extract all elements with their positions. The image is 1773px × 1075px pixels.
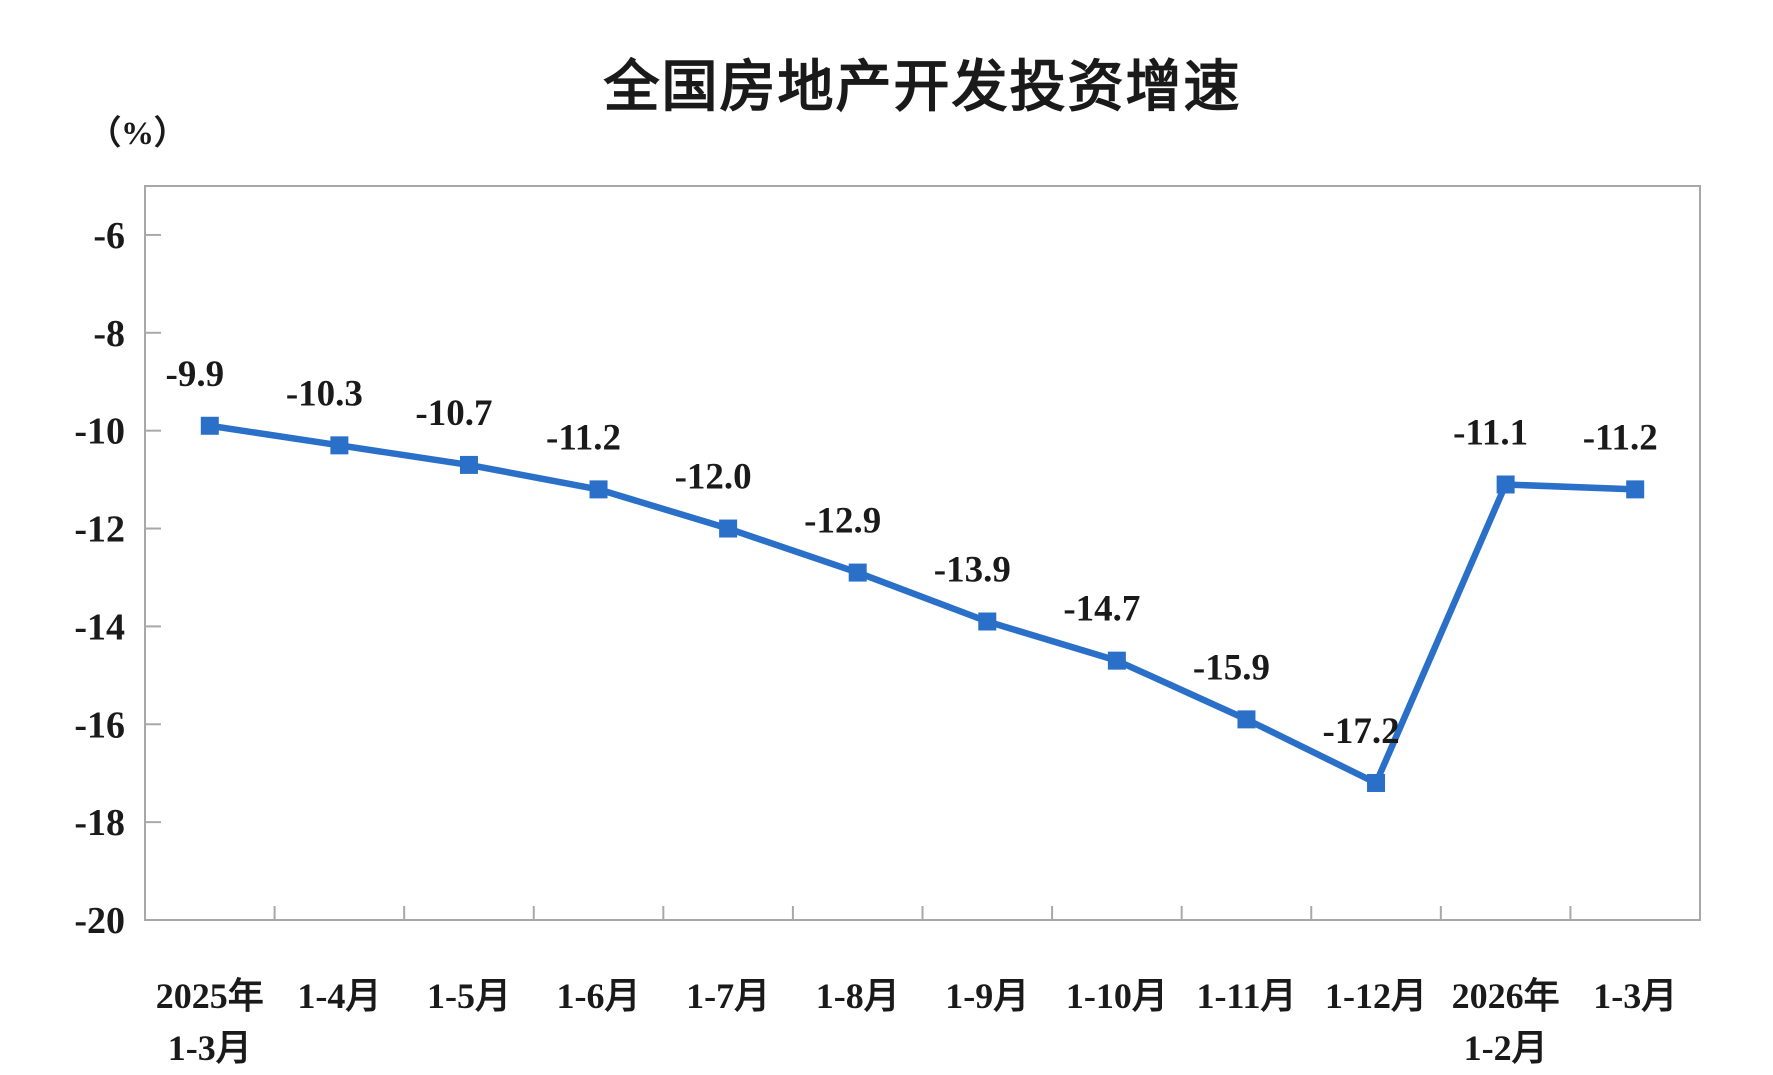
plot-border [144, 185, 1701, 921]
data-label: -13.9 [934, 550, 1011, 591]
data-label: -11.2 [546, 417, 621, 458]
data-point-marker [1626, 480, 1645, 499]
data-label: -12.9 [804, 501, 881, 542]
data-label: -9.9 [166, 354, 225, 395]
x-axis-category-label: 1-10月 [1066, 976, 1168, 1016]
x-axis-category-label: 1-3月 [1593, 976, 1677, 1016]
chart-title: 全国房地产开发投资增速 [603, 55, 1242, 118]
x-axis-category-label: 2026年 1-2月 [1452, 976, 1560, 1068]
y-axis-tick-label: -12 [74, 509, 125, 551]
x-axis-category-label: 1-11月 [1196, 976, 1296, 1016]
data-point-marker [719, 519, 738, 538]
data-label: -12.0 [675, 457, 752, 498]
y-axis-tick-label: -18 [74, 802, 125, 844]
x-axis-category-label: 1-6月 [557, 976, 641, 1016]
x-axis-category-label: 1-12月 [1325, 976, 1427, 1016]
x-axis-category-label: 1-9月 [945, 976, 1029, 1016]
data-point-marker [1237, 710, 1256, 729]
x-axis-category-label: 1-7月 [686, 976, 770, 1016]
x-axis-category-label: 2025年 1-3月 [156, 976, 264, 1068]
data-point-marker [1367, 773, 1386, 792]
y-axis-tick-label: -14 [74, 606, 125, 648]
data-label: -11.2 [1583, 417, 1658, 458]
x-axis-category-label: 1-8月 [816, 976, 900, 1016]
data-point-marker [1107, 651, 1126, 670]
data-label: -14.7 [1063, 589, 1140, 630]
data-label: -15.9 [1193, 647, 1270, 688]
data-point-marker [1496, 475, 1515, 494]
data-point-marker [978, 612, 997, 631]
y-axis-tick-label: -8 [93, 313, 125, 355]
data-label: -10.7 [415, 393, 492, 434]
y-axis-tick-label: -16 [74, 704, 125, 746]
data-label: -11.1 [1453, 412, 1528, 453]
y-axis-tick-label: -6 [93, 215, 125, 257]
data-point-marker [459, 455, 478, 474]
y-axis-tick-label: -20 [74, 900, 125, 942]
x-axis-category-label: 1-5月 [427, 976, 511, 1016]
data-label: -17.2 [1323, 711, 1400, 752]
data-point-marker [200, 416, 219, 435]
data-point-marker [848, 563, 867, 582]
y-axis-tick-label: -10 [74, 411, 125, 453]
y-axis-unit-label: （%） [88, 116, 187, 152]
data-point-marker [330, 436, 349, 455]
x-axis-category-label: 1-4月 [297, 976, 381, 1016]
data-label: -10.3 [286, 373, 363, 414]
series-line [206, 422, 1639, 787]
data-point-marker [589, 480, 608, 499]
